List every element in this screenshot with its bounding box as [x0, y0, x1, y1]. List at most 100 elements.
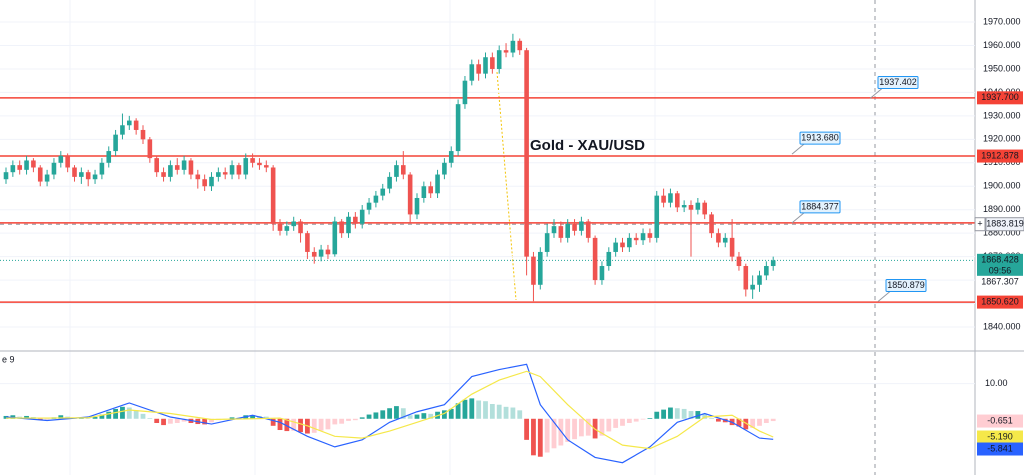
candle-body [579, 221, 584, 231]
y-tick-label: 1970.000 [983, 16, 1021, 26]
callout-leader [791, 143, 805, 155]
histogram-bar [421, 413, 427, 419]
histogram-bar [599, 418, 605, 436]
candle-body [216, 172, 221, 177]
candle-body [668, 193, 673, 203]
candle-body [442, 162, 447, 175]
candle-body [147, 139, 153, 159]
histogram-bar [85, 418, 91, 419]
histogram-bar [284, 418, 290, 432]
candle-body [688, 205, 694, 210]
callout-label: 1850.879 [887, 280, 925, 290]
candle-body [51, 162, 57, 175]
histogram-bar [229, 417, 235, 419]
histogram-bar [743, 418, 749, 430]
histogram-bar [44, 418, 50, 420]
histogram-bar [352, 418, 358, 421]
histogram-bar [209, 418, 214, 423]
histogram-bar [579, 418, 584, 437]
crosshair-badge-bg [985, 217, 1024, 232]
histogram-bar [298, 418, 303, 433]
candle-body [339, 221, 344, 234]
candle-body [24, 160, 29, 170]
histogram-bar [448, 408, 454, 419]
candle-body [613, 242, 618, 252]
candle-body [298, 221, 303, 234]
histogram-bar [558, 418, 564, 446]
candle-body [448, 151, 454, 163]
histogram-bar [291, 418, 297, 431]
candle-body [640, 233, 646, 241]
candle-body [243, 158, 249, 175]
indicator-label: e 9 [2, 354, 15, 364]
candle-body [270, 167, 276, 224]
histogram-bar [716, 418, 721, 422]
candle-body [359, 209, 365, 224]
candle-body [79, 172, 84, 177]
callout-leader [877, 291, 891, 302]
y-tick-label: 1930.000 [983, 110, 1021, 120]
callout-label: 1913.680 [801, 133, 839, 143]
bid-badge: 1867.307 [981, 277, 1019, 287]
histogram-bar [37, 418, 43, 420]
histogram-bar [133, 410, 139, 419]
candle-body [120, 125, 125, 135]
candle-body [496, 50, 502, 69]
candle-body [44, 174, 50, 182]
histogram-bar [661, 409, 666, 419]
histogram-bar [147, 418, 153, 419]
candle-body [736, 256, 742, 267]
crosshair-plus: + [977, 219, 982, 229]
candle-body [209, 176, 214, 187]
histogram-bar [250, 415, 255, 419]
candle-body [469, 64, 475, 81]
callout-box [799, 131, 841, 145]
candle-body [729, 237, 735, 257]
histogram-bar [407, 415, 413, 419]
histogram-bar [202, 418, 208, 425]
candle-body [17, 165, 22, 170]
histogram-bar [455, 403, 461, 419]
candle-body [222, 172, 228, 175]
candle-body [236, 165, 242, 175]
candle-body [305, 233, 310, 252]
candle-body [58, 155, 64, 163]
level-badge: 1937.700 [981, 92, 1019, 102]
histogram-bar [161, 418, 166, 426]
candle-body [544, 233, 550, 252]
y-tick-label: 1890.000 [983, 204, 1021, 214]
candle-body [37, 167, 43, 182]
candle-body [455, 104, 461, 152]
candle-body [709, 214, 714, 234]
y-tick-label: 1920.000 [983, 134, 1021, 144]
candle-body [490, 57, 495, 69]
signal-badge-bg [977, 430, 1023, 444]
candle-body [592, 237, 598, 281]
candle-body [599, 266, 605, 281]
callout-box [799, 200, 841, 214]
candle-body [229, 165, 235, 175]
candle-body [366, 202, 372, 210]
histogram-bar [24, 415, 29, 419]
histogram-bar [263, 416, 269, 419]
callout-leader [791, 212, 805, 224]
candle-body [421, 186, 427, 198]
histogram-bar [585, 418, 591, 436]
candle-body [565, 223, 570, 238]
candle-body [31, 160, 36, 168]
histogram-bar [674, 408, 680, 419]
bid-badge-bg [977, 275, 1023, 289]
indicator-line [5, 363, 774, 464]
candle-body [325, 249, 331, 255]
callout-leader [869, 88, 883, 99]
histogram-bar [318, 418, 324, 431]
histogram-bar [640, 418, 646, 420]
candle-body [174, 165, 180, 170]
histogram-bar [647, 418, 653, 419]
candle-body [531, 256, 536, 285]
candle-body [291, 221, 296, 227]
candle-body [572, 223, 577, 231]
candle-body [770, 260, 776, 267]
histogram-bar [174, 418, 180, 423]
